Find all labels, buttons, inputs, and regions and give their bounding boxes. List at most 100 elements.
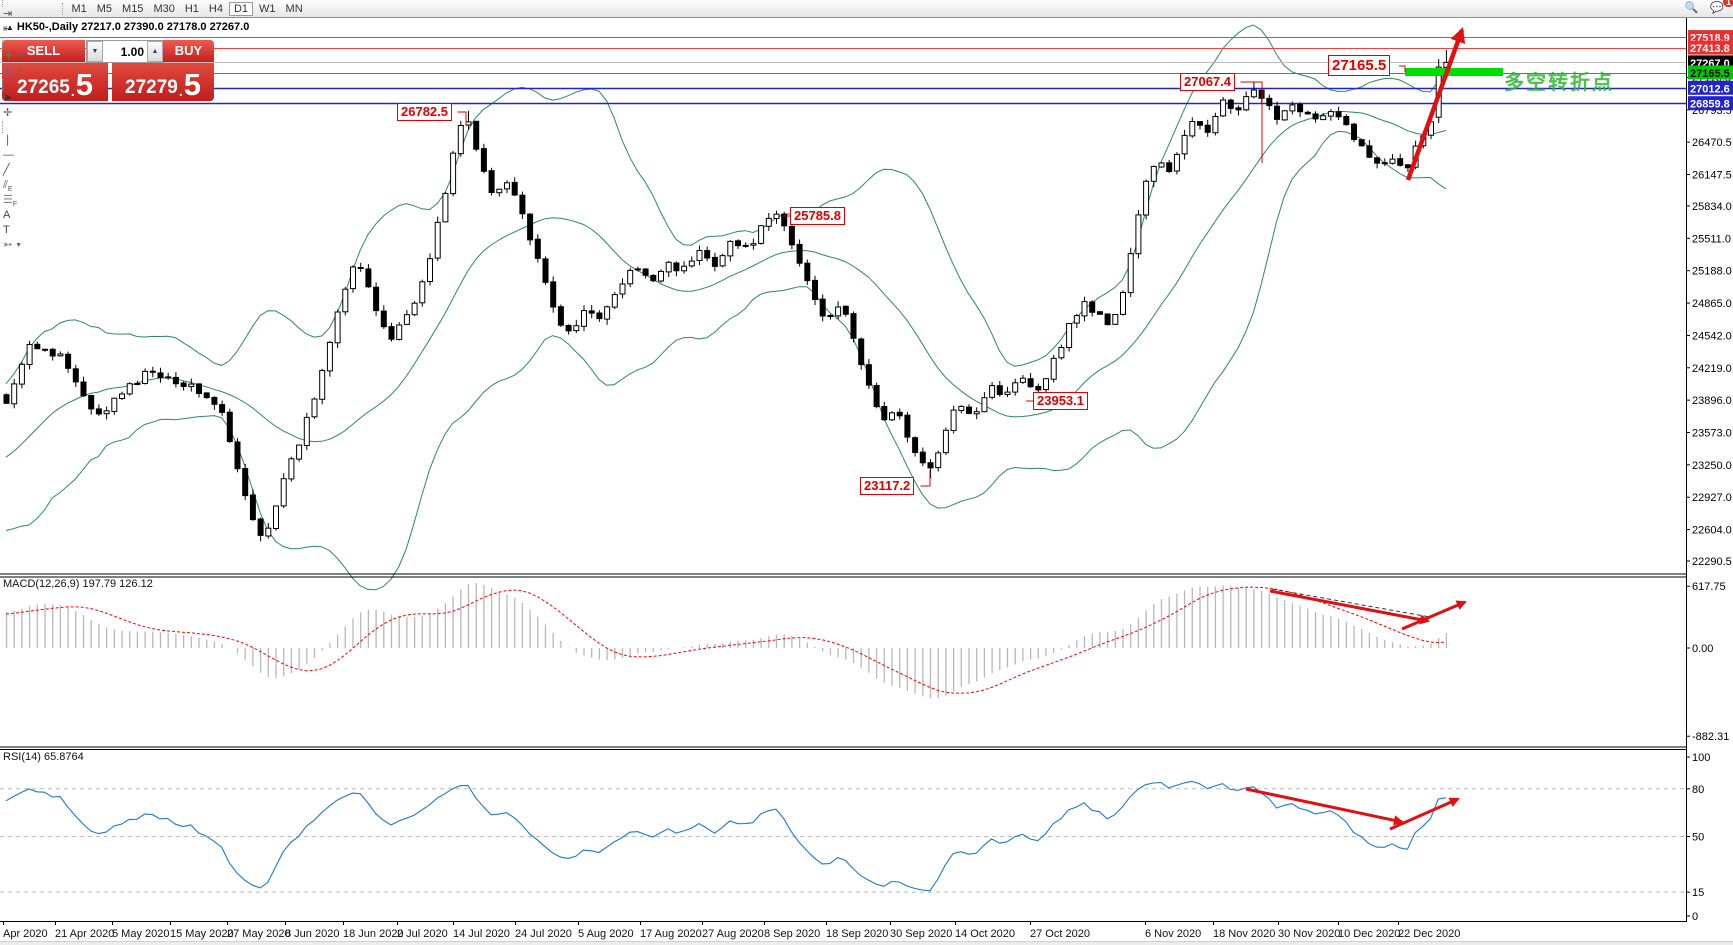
sell-button[interactable]: SELL — [2, 40, 85, 62]
rsi-line — [5, 780, 1446, 892]
horizontal-line-button[interactable]: ― — [0, 148, 60, 163]
macd-indicator-header: MACD(12,26,9) 197.79 126.12 — [3, 578, 157, 590]
volume-down-button[interactable]: ▼ — [87, 41, 103, 62]
svg-text:26859.8: 26859.8 — [1690, 99, 1730, 111]
axis-badge-27413.8 — [1688, 40, 1733, 55]
auto-scroll-icon: ⇥ — [3, 8, 13, 20]
search-button[interactable]: 🔍 — [1682, 1, 1702, 16]
timeframe-m15-button[interactable]: M15 — [122, 2, 144, 15]
date-label: 15 May 2020 — [170, 928, 234, 940]
svg-text:-882.31: -882.31 — [1692, 731, 1729, 743]
svg-text:50: 50 — [1692, 832, 1704, 844]
bid-price[interactable]: 27265. 5 — [2, 63, 108, 101]
timeframe-m5-button[interactable]: M5 — [96, 2, 113, 15]
vertical-line-button[interactable]: ❘ — [0, 133, 60, 148]
horizontal-level-lines[interactable] — [0, 37, 1686, 105]
timeframe-clock-icon: ◷ — [3, 65, 13, 77]
one-click-trade-panel: SELL ▼ ▲ BUY 27265.5 27279.5 — [2, 40, 214, 101]
price-callout-23117.2[interactable]: 23117.2 — [860, 477, 915, 495]
text-button[interactable]: A — [0, 208, 60, 223]
text-label-button[interactable]: T — [0, 223, 60, 238]
chart-symbol-title: ▲ HK50-,Daily 27217.0 27390.0 27178.0 272… — [6, 21, 250, 33]
date-label: 17 Aug 2020 — [640, 928, 702, 940]
add-indicator-icon: ＋ — [3, 50, 14, 62]
crosshair-button[interactable]: ✛ — [0, 106, 60, 121]
svg-text:0.00: 0.00 — [1692, 643, 1713, 655]
trendline-button[interactable]: ╱ — [0, 163, 60, 178]
notification-count-badge: 1 — [1722, 0, 1733, 7]
toolbar-buttons: ⊞🔍🗎新订单◆▤◉▶自动交易⫼▮∿⊕⊖▦⇥⇤＋▼◷▼➤✛❘―╱⫽E☰FAT➳▼ — [0, 0, 60, 253]
price-callout-25785.8[interactable]: 25785.8 — [790, 207, 845, 225]
date-label: 21 Apr 2020 — [55, 928, 114, 940]
timeframe-w1-button[interactable]: W1 — [259, 2, 276, 15]
date-label: 24 Jul 2020 — [515, 928, 572, 940]
volume-input[interactable] — [103, 41, 147, 62]
toolbar-separator — [2, 79, 3, 91]
timeframe-clock-button[interactable]: ◷ ▼ — [0, 64, 60, 79]
timeframe-m30-button[interactable]: M30 — [153, 2, 175, 15]
price-callout-23953.1[interactable]: 23953.1 — [1033, 392, 1088, 410]
date-label: 30 Nov 2020 — [1278, 928, 1340, 940]
timeframe-h4-button[interactable]: H4 — [208, 2, 223, 15]
annotations[interactable] — [457, 27, 1504, 831]
cursor-button[interactable]: ➤ — [0, 91, 60, 106]
notifications-button[interactable]: 💬 1 — [1707, 0, 1733, 16]
svg-text:25834.0: 25834.0 — [1692, 201, 1732, 213]
candles-group — [3, 50, 1450, 542]
date-label: 8 Sep 2020 — [764, 928, 820, 940]
trend-arrow-main — [1405, 27, 1466, 181]
chinese-annotation-text[interactable]: 多空转折点 — [1504, 72, 1614, 94]
chevron-down-icon[interactable]: ▼ — [15, 242, 23, 249]
timeframe-m1-button[interactable]: M1 — [71, 2, 87, 15]
equidistant-channel-button[interactable]: ⫽ E — [3, 179, 13, 193]
chart-shift-icon: ⇤ — [3, 23, 13, 35]
date-label: 18 Nov 2020 — [1213, 928, 1275, 940]
svg-text:80: 80 — [1692, 784, 1704, 796]
svg-text:617.75: 617.75 — [1692, 581, 1726, 593]
timeframe-h1-button[interactable]: H1 — [184, 2, 199, 15]
date-label: 10 Dec 2020 — [1338, 928, 1400, 940]
buy-button[interactable]: BUY — [163, 40, 214, 62]
trend-arrow-rsi — [1245, 787, 1404, 826]
date-label: 5 Aug 2020 — [578, 928, 634, 940]
window-bottom-edge — [0, 941, 1733, 945]
svg-text:23250.0: 23250.0 — [1692, 460, 1732, 472]
date-label: 2 Jul 2020 — [397, 928, 448, 940]
svg-text:25511.0: 25511.0 — [1692, 233, 1731, 245]
arrows-icon: ➳ — [3, 239, 13, 251]
svg-text:24219.0: 24219.0 — [1692, 363, 1732, 375]
price-callout-27067.4[interactable]: 27067.4 — [1180, 73, 1235, 91]
toolbar-right: 🔍 💬 1 — [1682, 0, 1733, 16]
arrows-button[interactable]: ➳ ▼ — [0, 238, 60, 253]
chart-shift-button[interactable]: ⇤ — [0, 22, 60, 37]
chevron-down-icon[interactable]: ▼ — [15, 68, 23, 75]
timeframe-mn-button[interactable]: MN — [285, 2, 303, 15]
svg-text:23896.0: 23896.0 — [1692, 395, 1732, 407]
price-callout-27165.5[interactable]: 27165.5 — [1328, 55, 1391, 76]
date-label: 18 Jun 2020 — [343, 928, 404, 940]
date-label: 14 Jul 2020 — [453, 928, 510, 940]
chevron-down-icon[interactable]: ▼ — [17, 53, 24, 60]
svg-text:27413.8: 27413.8 — [1690, 43, 1730, 55]
svg-text:26147.5: 26147.5 — [1692, 170, 1732, 182]
ask-price[interactable]: 27279. 5 — [112, 63, 214, 101]
timeframe-d1-button[interactable]: D1 — [228, 1, 254, 16]
date-label: Apr 2020 — [3, 928, 48, 940]
bollinger-middle-line — [5, 110, 1447, 458]
collapse-triangle-icon[interactable]: ▲ — [6, 23, 14, 32]
macd-signal-line — [5, 586, 1446, 694]
volume-up-button[interactable]: ▲ — [147, 41, 163, 62]
volume-stepper: ▼ ▲ — [86, 40, 164, 63]
toolbar-separator — [2, 0, 3, 7]
svg-text:0: 0 — [1692, 911, 1698, 923]
add-indicator-button[interactable]: ＋ ▼ — [0, 49, 60, 64]
notifications-icon: 💬 — [1710, 2, 1724, 14]
price-axis[interactable]: 27116.526793.526470.526147.525834.025511… — [1686, 72, 1732, 568]
auto-scroll-button[interactable]: ⇥ — [0, 7, 60, 22]
svg-text:27165.5: 27165.5 — [1690, 68, 1730, 80]
fibonacci-icon: ☰ — [3, 194, 13, 206]
fibonacci-button[interactable]: ☰ F — [3, 194, 18, 208]
price-callout-26782.5[interactable]: 26782.5 — [397, 103, 452, 121]
